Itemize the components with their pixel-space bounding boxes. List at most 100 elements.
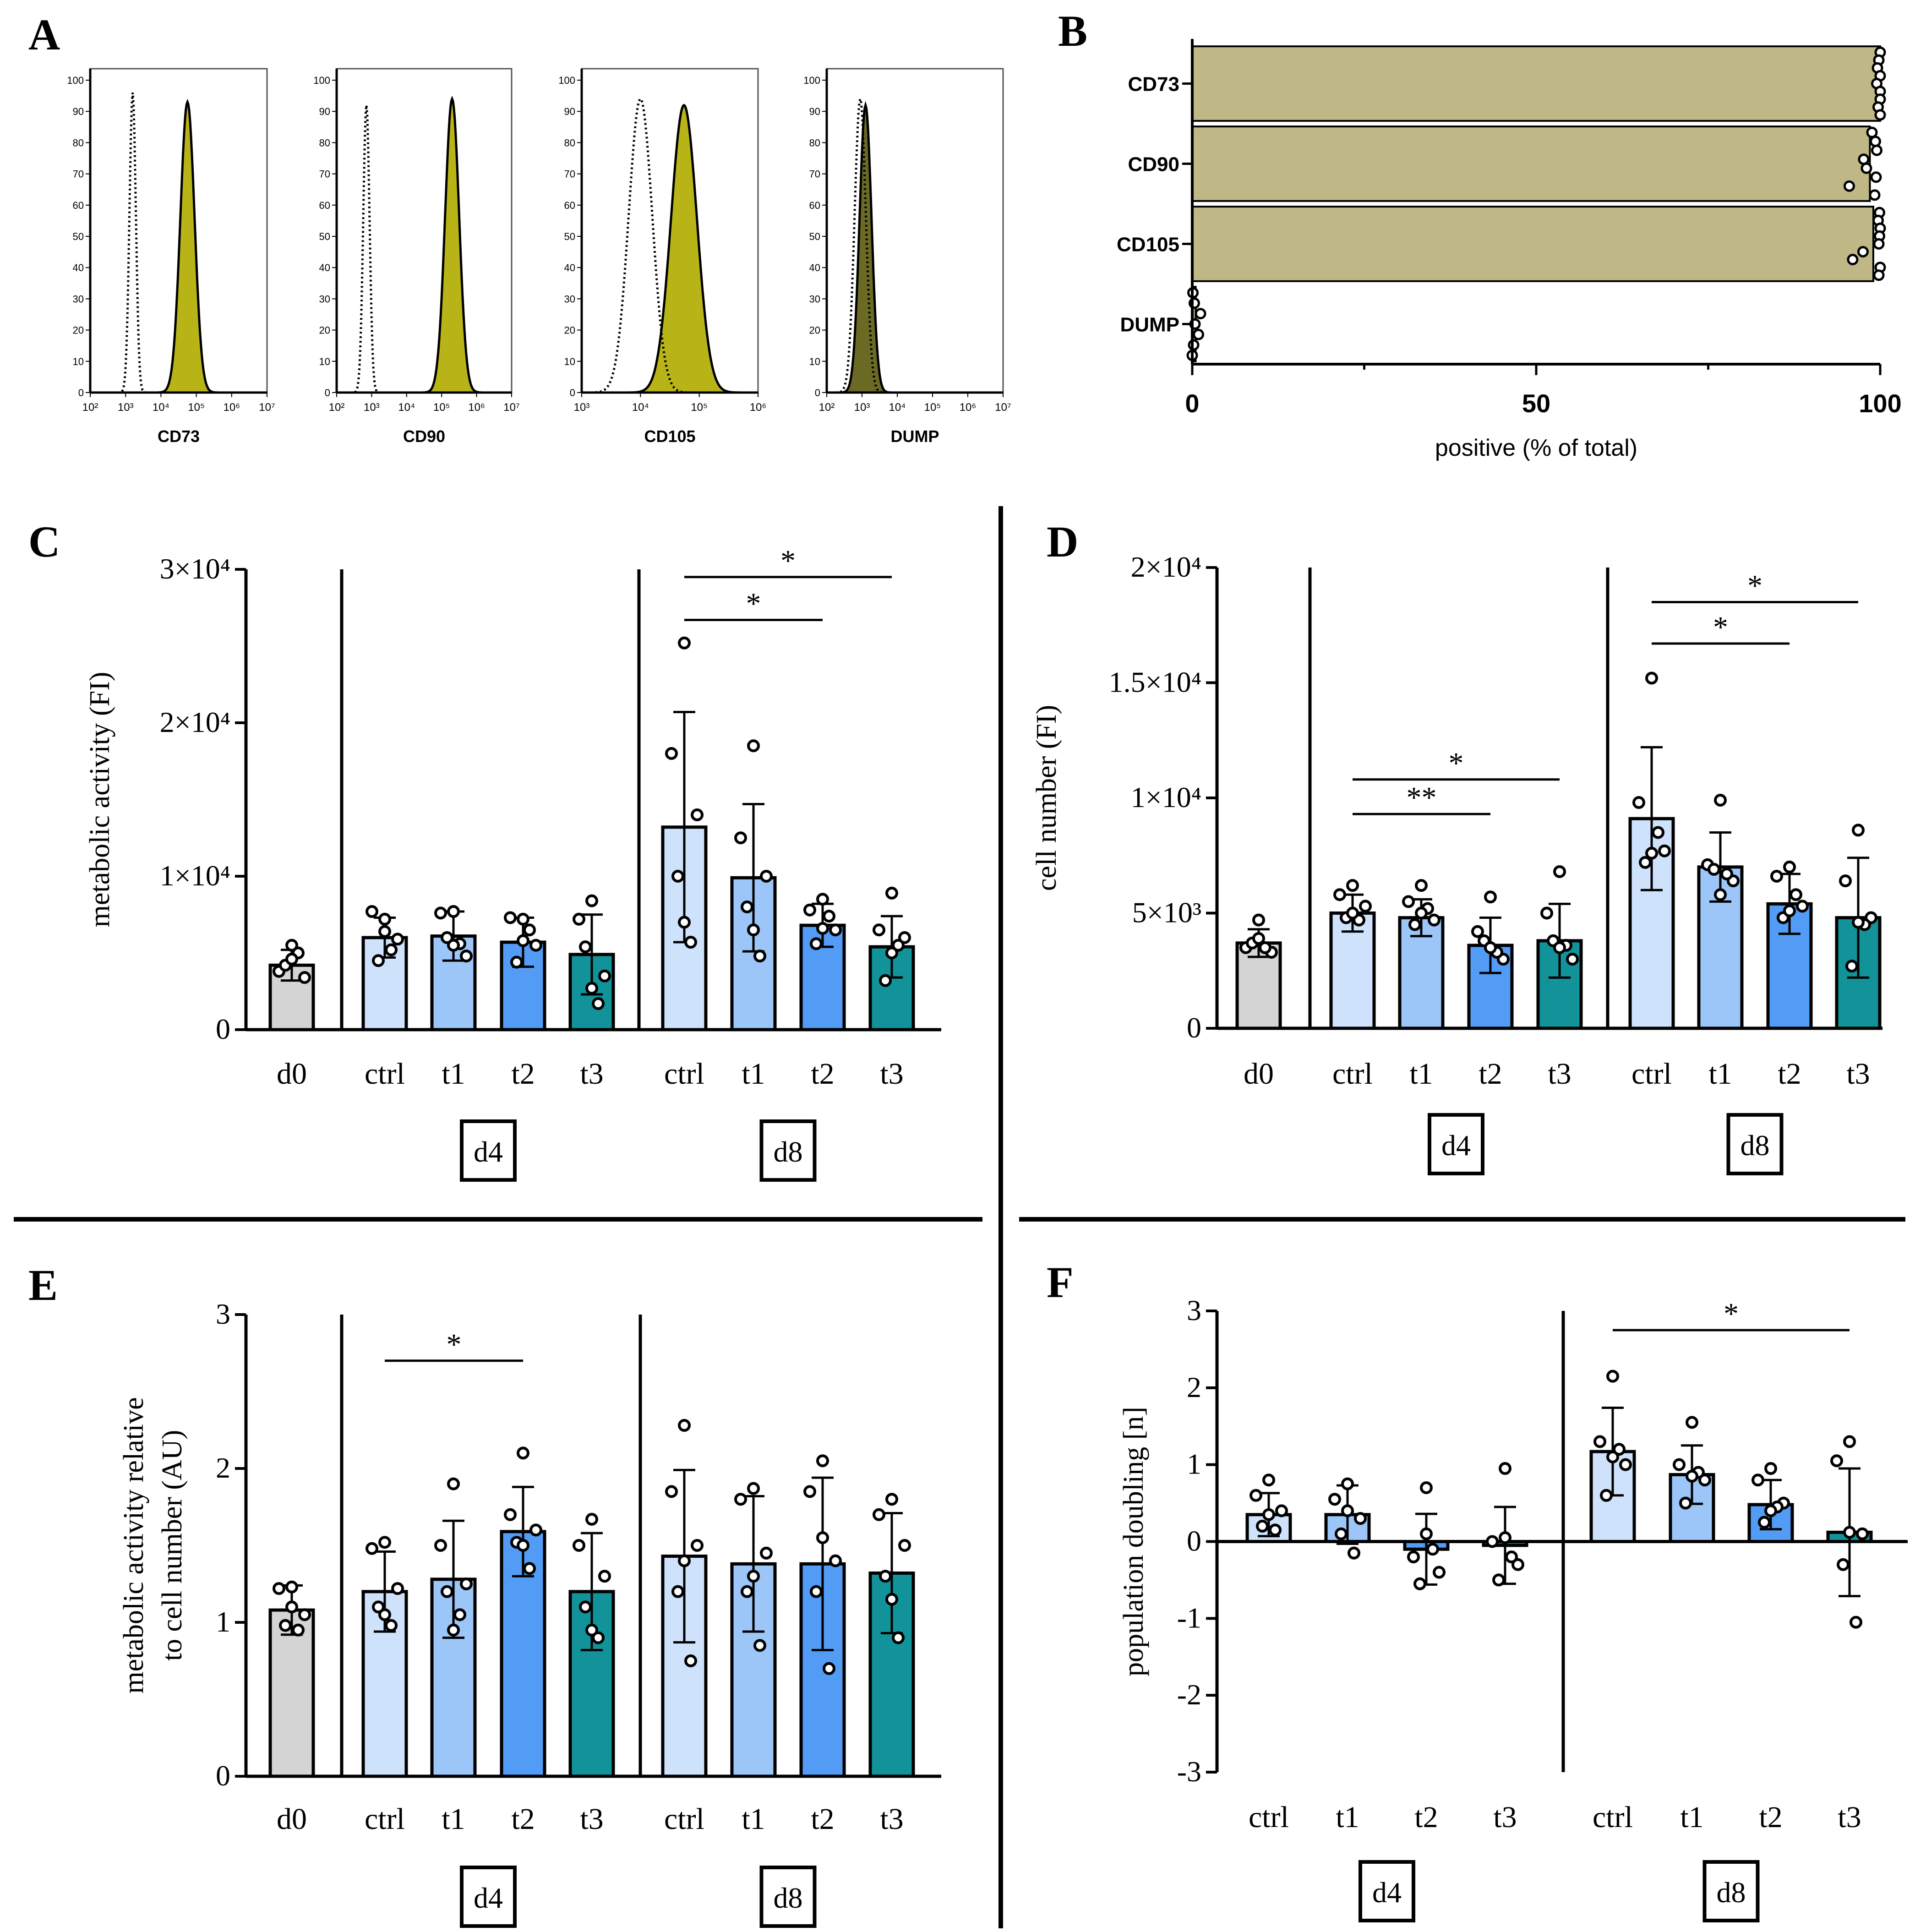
data-point (598, 1570, 611, 1583)
data-point (1839, 874, 1852, 888)
x-tick-label: ctrl (365, 1057, 405, 1091)
y-tick-label: 0 (325, 387, 330, 398)
stained-histogram (827, 101, 1003, 394)
y-tick-label: 20 (564, 325, 575, 336)
y-tick-label: 1.5×10⁴ (1109, 666, 1201, 699)
y-tick-label: 70 (319, 169, 330, 180)
data-point (665, 1485, 678, 1498)
y-tick-label: 3×10⁴ (160, 552, 230, 585)
x-tick-label: 10⁶ (468, 401, 485, 414)
y-tick-label: 20 (73, 325, 84, 336)
data-point (504, 911, 517, 924)
y-tick-label: CD105 (1117, 234, 1179, 256)
y-tick-label: 20 (809, 325, 820, 336)
data-point (816, 922, 829, 935)
data-point (1407, 1550, 1420, 1564)
y-tick-label: 0 (1187, 1525, 1201, 1557)
data-point (1858, 153, 1870, 165)
data-point (447, 1623, 460, 1637)
bar-t2 (1766, 902, 1813, 1030)
data-point (823, 910, 835, 923)
x-tick-label: 10⁴ (632, 401, 649, 414)
y-axis-label: population doubling [n] (1118, 1407, 1149, 1676)
group-label: d8 (1717, 1876, 1746, 1909)
data-point (747, 923, 760, 937)
data-point (885, 886, 898, 900)
data-point (378, 1608, 391, 1621)
y-tick-label: 0 (216, 1013, 230, 1045)
x-tick-label: t3 (1838, 1801, 1861, 1834)
stained-histogram (90, 98, 267, 394)
data-point (1852, 916, 1865, 929)
y-tick-label: CD73 (1128, 73, 1180, 96)
x-tick-label: ctrl (664, 1802, 704, 1836)
panel-f-bar-chart: -3 -2 -1 0 1 2 3 ctrl t1 t2 t3 ctrl t1 t2 t3 d4 d8 * popul… (1118, 1294, 1908, 1922)
data-point (391, 933, 404, 946)
significance-label: * (1747, 569, 1762, 602)
x-tick-label: t3 (580, 1057, 603, 1091)
panel-letter-e: E (28, 1261, 58, 1310)
data-point (1764, 1462, 1777, 1475)
data-point (1606, 1450, 1619, 1463)
data-point (760, 870, 773, 883)
y-tick-label: 60 (809, 200, 820, 211)
y-tick-label: 30 (809, 293, 820, 305)
data-point (1871, 144, 1882, 156)
data-point (1873, 269, 1885, 281)
bar-cd73 (1191, 45, 1881, 122)
significance-label: ** (1407, 781, 1437, 814)
data-point (1679, 1496, 1692, 1510)
y-tick-label: 70 (809, 169, 820, 180)
data-point (1348, 1546, 1360, 1560)
y-tick-label: 70 (564, 169, 575, 180)
y-tick-label: 30 (73, 293, 84, 305)
y-tick-label: 2×10⁴ (1131, 551, 1201, 583)
significance-label: * (1724, 1297, 1739, 1331)
data-point (529, 939, 542, 952)
x-tick-label: 10⁵ (924, 401, 941, 414)
data-point (823, 1662, 835, 1675)
data-point (298, 1608, 311, 1621)
data-point (585, 982, 598, 995)
x-tick-label: t1 (1680, 1801, 1703, 1834)
data-point (1790, 888, 1802, 901)
x-tick-label: ctrl (1593, 1801, 1633, 1834)
x-tick-label: 10⁷ (995, 401, 1011, 414)
data-point (523, 1562, 536, 1575)
x-tick-label: t2 (811, 1057, 834, 1091)
data-point (1830, 1454, 1843, 1468)
data-point (460, 950, 473, 963)
y-tick-label: 90 (73, 106, 84, 117)
data-point (678, 1554, 691, 1567)
data-point (691, 1539, 704, 1552)
data-point (753, 1639, 766, 1652)
x-tick-label: 10⁷ (503, 401, 519, 414)
data-point (1856, 1527, 1869, 1540)
data-point (366, 1542, 378, 1555)
data-point (1874, 109, 1886, 121)
y-tick-label: 30 (319, 293, 330, 305)
data-point (385, 943, 398, 956)
stained-histogram (337, 95, 512, 394)
y-tick-label: 50 (73, 231, 84, 242)
data-point (1471, 925, 1484, 938)
data-point (678, 1419, 691, 1432)
significance-label: * (1449, 747, 1464, 780)
y-tick-label: 5×10³ (1132, 896, 1201, 929)
x-tick-label: 10⁶ (224, 401, 240, 414)
y-tick-label: 40 (73, 262, 84, 273)
significance-label: * (447, 1328, 462, 1361)
y-tick-label: 80 (73, 137, 84, 148)
data-point (1249, 1489, 1262, 1502)
panel-c-bar-chart: 0 1×10⁴ 2×10⁴ 3×10⁴ d0 ctrl t1 t2 t3 ctrl t1 t2 t3 d4… (84, 544, 941, 1182)
data-point (1433, 1566, 1446, 1579)
data-point (1413, 1577, 1426, 1590)
x-tick-label: ctrl (365, 1802, 405, 1836)
x-tick-label: t1 (1409, 1057, 1433, 1091)
data-point (366, 905, 378, 918)
y-tick-label: 100 (558, 75, 575, 86)
data-point (1843, 1526, 1856, 1539)
data-point (1341, 1477, 1354, 1490)
data-point (579, 1600, 592, 1614)
